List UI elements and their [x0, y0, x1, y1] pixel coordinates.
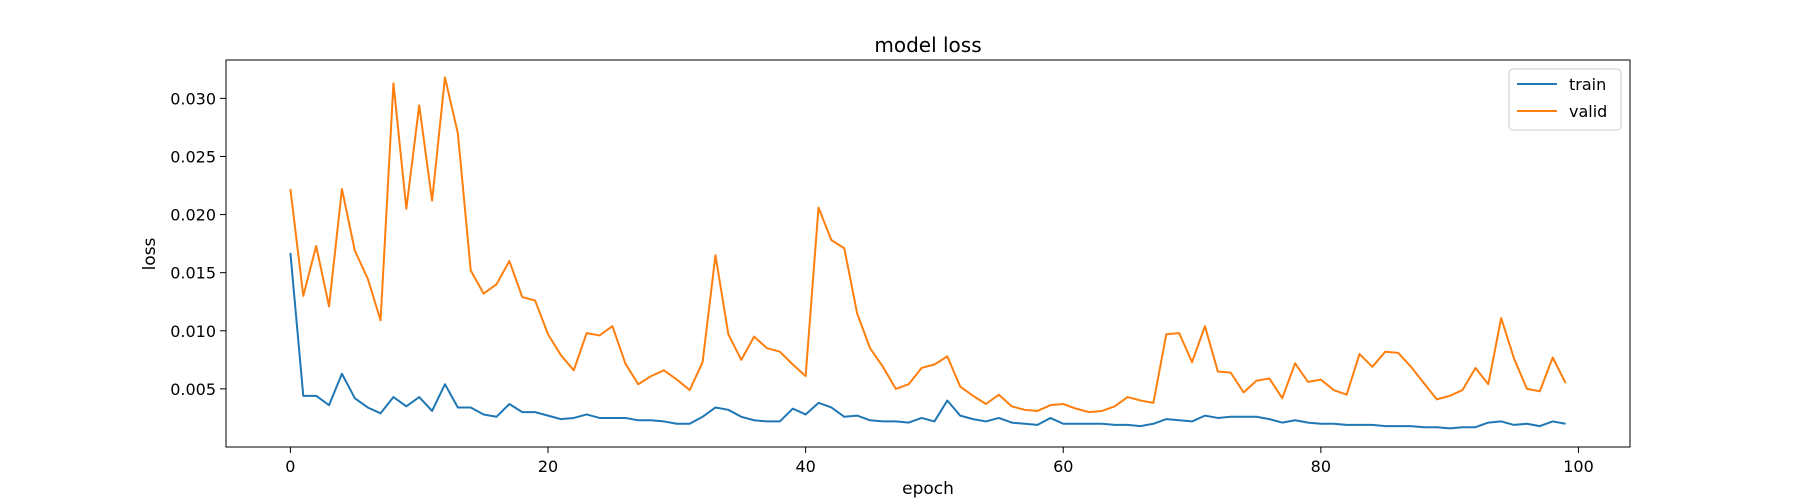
y-tick-label: 0.015 — [170, 264, 216, 283]
legend-label-train: train — [1569, 75, 1606, 94]
x-tick-label: 60 — [1053, 457, 1073, 476]
x-axis: 0 20 40 60 80 100 — [285, 447, 1594, 476]
x-tick-label: 100 — [1563, 457, 1594, 476]
chart-title: model loss — [874, 33, 981, 57]
series-line-valid — [289, 76, 1567, 414]
series-layer — [289, 76, 1567, 430]
y-tick-label: 0.005 — [170, 380, 216, 399]
x-tick-label: 40 — [795, 457, 815, 476]
y-tick-label: 0.025 — [170, 147, 216, 166]
x-tick-label: 80 — [1311, 457, 1331, 476]
legend-label-valid: valid — [1569, 102, 1607, 121]
x-tick-label: 0 — [285, 457, 295, 476]
y-tick-label: 0.010 — [170, 322, 216, 341]
y-tick-label: 0.030 — [170, 89, 216, 108]
axes-frame — [225, 59, 1631, 448]
plot-area — [226, 60, 1630, 447]
plot-background — [226, 60, 1630, 447]
y-tick-label: 0.020 — [170, 206, 216, 225]
x-axis-label: epoch — [902, 479, 954, 499]
x-tick-label: 20 — [538, 457, 558, 476]
legend: train valid — [1508, 68, 1622, 131]
series-line-train — [289, 252, 1566, 430]
y-axis: 0.005 0.010 0.015 0.020 0.025 0.030 — [170, 89, 226, 399]
y-axis-label: loss — [140, 237, 160, 270]
